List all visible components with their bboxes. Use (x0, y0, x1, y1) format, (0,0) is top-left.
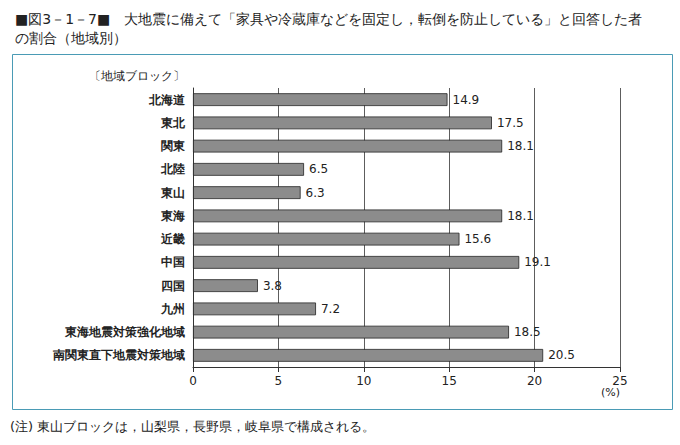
svg-text:17.5: 17.5 (497, 116, 524, 130)
svg-text:18.1: 18.1 (507, 139, 534, 153)
svg-text:15: 15 (442, 374, 457, 388)
svg-text:中国: 中国 (161, 255, 185, 269)
svg-text:7.2: 7.2 (321, 302, 340, 316)
svg-text:関東: 関東 (161, 139, 186, 153)
svg-text:25: 25 (612, 374, 627, 388)
svg-text:九州: 九州 (160, 302, 185, 316)
svg-text:四国: 四国 (161, 279, 185, 293)
svg-text:北陸: 北陸 (160, 162, 185, 176)
svg-text:5: 5 (275, 374, 283, 388)
svg-text:18.5: 18.5 (514, 325, 541, 339)
svg-text:(注) 東山ブロックは，山梨県，長野県，岐阜県で構成される。: (注) 東山ブロックは，山梨県，長野県，岐阜県で構成される。 (10, 419, 375, 434)
svg-text:6.5: 6.5 (309, 162, 328, 176)
svg-text:20.5: 20.5 (548, 348, 575, 362)
svg-text:19.1: 19.1 (524, 255, 551, 269)
svg-text:20: 20 (527, 374, 542, 388)
svg-text:10: 10 (356, 374, 371, 388)
svg-text:15.6: 15.6 (464, 232, 491, 246)
svg-text:3.8: 3.8 (263, 279, 282, 293)
svg-text:〔地域ブロック〕: 〔地域ブロック〕 (89, 69, 185, 83)
svg-text:南関東直下地震対策地域: 南関東直下地震対策地域 (52, 348, 185, 362)
svg-text:北海道: 北海道 (148, 93, 186, 107)
svg-text:18.1: 18.1 (507, 209, 534, 223)
svg-text:6.3: 6.3 (306, 186, 325, 200)
svg-text:0: 0 (189, 374, 197, 388)
svg-text:近畿: 近畿 (160, 232, 185, 246)
svg-text:東山: 東山 (160, 186, 185, 200)
svg-text:の割合（地域別）: の割合（地域別） (15, 30, 127, 46)
svg-text:14.9: 14.9 (452, 93, 479, 107)
svg-text:東北: 東北 (160, 116, 186, 130)
svg-text:東海地震対策強化地域: 東海地震対策強化地域 (64, 325, 185, 339)
svg-text:■図3－1－7■ 大地震に備えて「家具や冷蔵庫などを固定し，: ■図3－1－7■ 大地震に備えて「家具や冷蔵庫などを固定し，転倒を防止している」… (15, 11, 642, 27)
svg-text:東海: 東海 (160, 209, 185, 223)
